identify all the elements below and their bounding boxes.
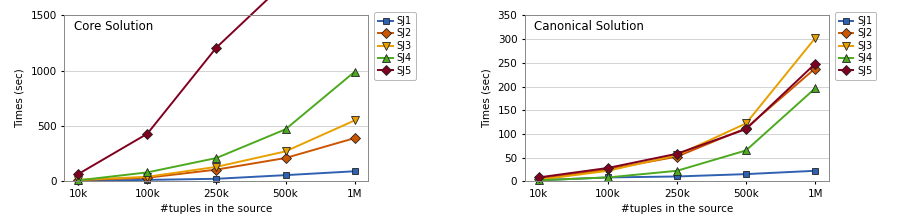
Line: SJ5: SJ5 (75, 0, 358, 177)
Line: SJ2: SJ2 (75, 135, 358, 184)
X-axis label: #tuples in the source: #tuples in the source (160, 204, 273, 214)
SJ2 (211, 168, 222, 171)
Legend: SJ1, SJ2, SJ3, SJ4, SJ5: SJ1, SJ2, SJ3, SJ4, SJ5 (835, 12, 877, 80)
SJ4 (671, 170, 682, 172)
Text: Core Solution: Core Solution (74, 21, 153, 33)
SJ1 (73, 179, 84, 182)
SJ5 (142, 132, 153, 135)
SJ3 (280, 150, 291, 153)
Line: SJ3: SJ3 (534, 34, 820, 184)
SJ2 (142, 176, 153, 179)
SJ1 (810, 170, 821, 172)
SJ1 (533, 179, 544, 182)
SJ3 (602, 170, 613, 172)
SJ1 (280, 174, 291, 176)
SJ2 (810, 67, 821, 70)
SJ2 (349, 137, 360, 139)
Line: SJ4: SJ4 (74, 68, 359, 185)
SJ3 (740, 122, 752, 125)
SJ4 (602, 176, 613, 179)
SJ2 (533, 177, 544, 180)
SJ1 (142, 179, 153, 181)
SJ5 (211, 46, 222, 49)
SJ1 (740, 173, 752, 175)
SJ3 (533, 179, 544, 181)
Line: SJ2: SJ2 (535, 65, 819, 182)
SJ5 (810, 63, 821, 65)
SJ4 (349, 70, 360, 73)
X-axis label: #tuples in the source: #tuples in the source (621, 204, 733, 214)
SJ5 (671, 152, 682, 155)
SJ2 (740, 127, 752, 130)
Y-axis label: Times (sec): Times (sec) (15, 69, 25, 128)
SJ2 (73, 179, 84, 181)
SJ5 (740, 128, 752, 130)
SJ2 (280, 157, 291, 159)
Line: SJ4: SJ4 (534, 84, 820, 185)
SJ1 (602, 176, 613, 179)
Line: SJ1: SJ1 (75, 168, 358, 184)
SJ4 (280, 128, 291, 131)
SJ1 (349, 170, 360, 173)
Legend: SJ1, SJ2, SJ3, SJ4, SJ5: SJ1, SJ2, SJ3, SJ4, SJ5 (375, 12, 416, 80)
SJ1 (671, 175, 682, 178)
SJ5 (73, 173, 84, 175)
Line: SJ5: SJ5 (535, 60, 819, 181)
SJ2 (602, 168, 613, 171)
SJ3 (73, 179, 84, 181)
Y-axis label: Times (sec): Times (sec) (482, 69, 492, 128)
SJ4 (73, 179, 84, 182)
SJ3 (810, 37, 821, 40)
SJ1 (211, 177, 222, 180)
SJ3 (349, 119, 360, 122)
SJ4 (211, 157, 222, 159)
SJ5 (533, 176, 544, 179)
SJ3 (142, 175, 153, 178)
SJ2 (671, 155, 682, 158)
SJ4 (810, 87, 821, 90)
SJ4 (740, 149, 752, 152)
Line: SJ3: SJ3 (74, 116, 359, 184)
Text: Canonical Solution: Canonical Solution (534, 21, 644, 33)
SJ3 (671, 154, 682, 156)
Line: SJ1: SJ1 (535, 167, 819, 184)
SJ4 (142, 171, 153, 174)
SJ4 (533, 179, 544, 182)
SJ5 (602, 167, 613, 169)
SJ3 (211, 166, 222, 168)
